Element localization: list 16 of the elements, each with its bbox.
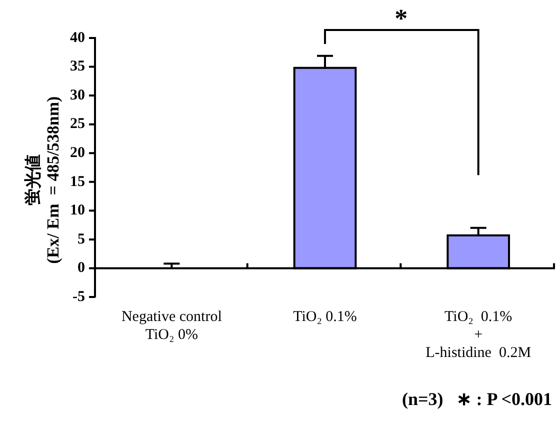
y-tick-label: 30: [70, 87, 85, 104]
y-tick-label: 35: [70, 58, 85, 75]
x-tick-label: TiO₂ 0.1% + L-histidine 0.2M: [426, 308, 532, 361]
y-tick-label: 15: [70, 174, 85, 190]
y-tick-label: 40: [70, 30, 85, 46]
y-tick-label: 5: [78, 231, 85, 248]
y-tick-label: 10: [70, 202, 85, 219]
text: *: [394, 4, 408, 34]
y-axis-title: 蛍光値 (Ex/ Em = 485/538nm): [24, 96, 64, 264]
x-tick-label: Negative control TiO₂ 0%: [121, 308, 222, 343]
y-tick-label: 25: [70, 116, 85, 132]
y-tick-label: 0: [78, 260, 85, 276]
text: (n=3) ∗ : P <0.001: [402, 388, 552, 410]
y-tick-label: 20: [70, 144, 85, 161]
x-tick-label: TiO₂ 0.1%: [293, 308, 357, 325]
y-tick-label: -5: [72, 288, 85, 305]
